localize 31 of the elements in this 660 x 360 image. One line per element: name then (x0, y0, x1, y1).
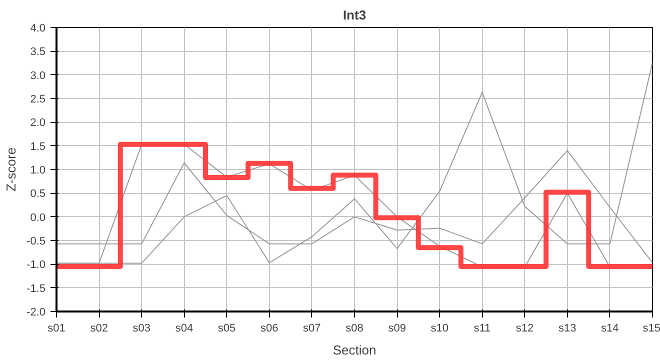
x-axis-title: Section (332, 342, 376, 358)
y-tick-label: 2.0 (30, 117, 46, 130)
x-tick-label: s01 (48, 322, 66, 334)
x-tick-label: s03 (132, 322, 151, 334)
x-tick-label: s10 (430, 322, 449, 334)
x-tick-label: s13 (558, 322, 576, 334)
y-tick-label: -0.5 (26, 236, 46, 248)
y-tick-label: 1.5 (30, 140, 46, 153)
x-tick-label: s02 (90, 322, 108, 334)
y-tick-label: -2.0 (26, 306, 46, 318)
x-tick-label: s12 (516, 322, 534, 334)
y-tick-label: 1.0 (30, 164, 46, 176)
x-tick-label: s11 (474, 322, 491, 334)
y-tick-label: 3.5 (30, 46, 46, 58)
x-tick-label: s14 (601, 322, 619, 334)
x-tick-label: s06 (260, 322, 278, 334)
x-tick-label: s07 (303, 322, 321, 334)
y-axis-title: Z-score (4, 147, 19, 192)
x-tick-label: s05 (218, 322, 236, 334)
y-tick-label: 3.0 (30, 70, 46, 82)
y-tick-label: 0.5 (30, 188, 46, 200)
x-tick-label: s09 (388, 322, 406, 334)
y-tick-label: -1.0 (26, 259, 46, 272)
x-tick-label: s04 (175, 322, 194, 334)
x-tick-label: s08 (346, 322, 364, 334)
y-tick-label: -1.5 (26, 282, 46, 295)
y-tick-label: 4.0 (30, 22, 46, 34)
y-tick-label: 0.0 (30, 212, 46, 224)
y-tick-label: 2.5 (30, 94, 46, 106)
x-tick-label: s15 (642, 322, 660, 334)
chart-title: Int3 (342, 8, 366, 22)
